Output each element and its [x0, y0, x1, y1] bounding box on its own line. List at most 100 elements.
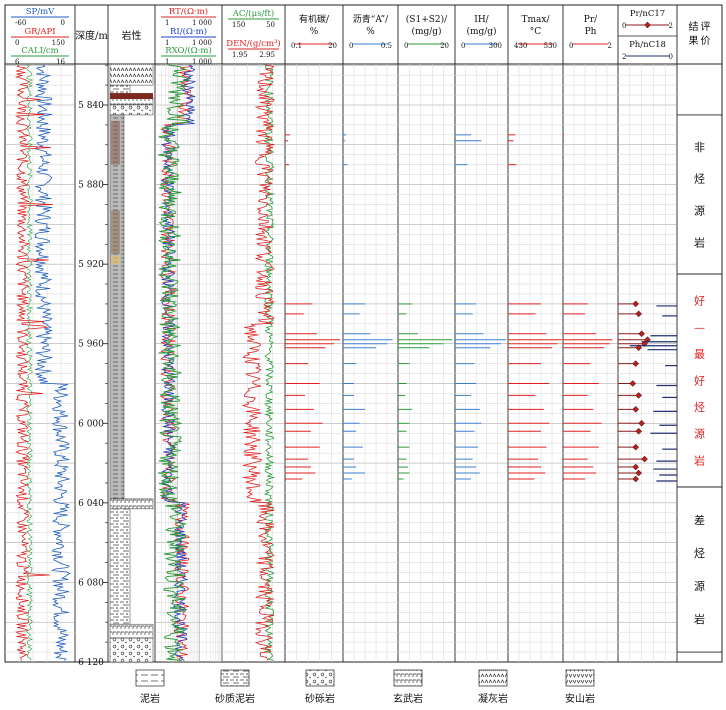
geochem-range-min: 0	[404, 42, 408, 50]
legend-swatch-andesite	[565, 669, 595, 687]
ratio-header-0: Pr/nC17	[630, 9, 665, 19]
eval-header-char: 结	[689, 20, 699, 33]
depth-tick-label: 5 840	[78, 101, 104, 111]
lith-color-band	[111, 210, 120, 255]
curve-range-min: 1	[165, 58, 169, 66]
depth-tick-label: 5 960	[78, 340, 104, 350]
curve-range-min: 6	[15, 58, 20, 66]
lith-interval	[109, 104, 154, 116]
lith-interval	[109, 498, 154, 510]
curve-header-son-0: AC/(μs/ft)	[232, 8, 274, 19]
curve-range-max: 1 000	[192, 39, 212, 47]
curve-range-max: 1 000	[192, 58, 212, 66]
curve-header-t1-2: CALI/cm	[21, 46, 58, 56]
pr-nc17-marker	[632, 406, 640, 413]
cali-curve	[25, 64, 34, 661]
legend-label-basalt: 玄武岩	[393, 692, 423, 705]
lith-interval	[109, 637, 154, 663]
pr-nc17-marker	[632, 475, 640, 483]
geochem-header-ih: IH/	[474, 15, 489, 25]
ratio-header-1: Ph/nC18	[629, 40, 666, 50]
curve-header-res-0: RT/(Ω·m)	[169, 6, 208, 17]
eval-zone-char-0: 源	[694, 203, 705, 217]
eval-zone-char-2: 差	[694, 513, 705, 527]
outer-frame	[4, 4, 723, 663]
pr-nc17-marker	[641, 455, 648, 463]
eval-zone-char-1: —	[694, 321, 705, 334]
curve-range-min: 0	[15, 39, 19, 47]
eval-zone-char-0: 烃	[694, 173, 705, 186]
eval-zone-char-1: 烃	[694, 401, 705, 414]
geochem-range-max: 300	[489, 42, 502, 50]
pr-nc17-marker	[635, 469, 643, 477]
curve-range-min: 1	[165, 19, 169, 27]
geochem-header-unit-bitumen: %	[366, 27, 375, 37]
curve-range-min: 150	[232, 21, 245, 29]
geochem-range-min: 0	[461, 42, 465, 50]
curve-range-min: 1.95	[232, 51, 248, 59]
depth-tick-label: 6 120	[78, 658, 104, 668]
pr-nc17-marker	[632, 443, 640, 451]
eval-zone-char-0: 非	[694, 141, 705, 154]
geochem-header-tmax: Tmax/	[521, 15, 550, 25]
geochem-range-min: 0	[349, 42, 353, 50]
den-curve	[241, 64, 275, 661]
lith-color-band	[110, 93, 153, 100]
legend-swatch-basalt	[393, 669, 423, 687]
pr-nc17-marker	[644, 336, 651, 344]
eval-zone-char-1: 好	[694, 374, 705, 388]
geochem-range-max: 20	[328, 42, 337, 50]
geochem-range-max: 20	[440, 42, 449, 50]
eval-zone-char-1: 最	[694, 348, 705, 361]
geochem-header-unit-prph: Ph	[585, 27, 597, 37]
legend-label-andesite: 安山岩	[565, 692, 595, 705]
curve-range-min: -60	[15, 19, 26, 27]
pr-nc17-marker	[635, 427, 643, 435]
rxo-curve	[157, 64, 190, 661]
depth-header: 深度/m	[75, 29, 108, 42]
curve-range-max: 16	[56, 58, 65, 66]
ratio-header-marker	[644, 21, 651, 29]
geochem-range-max: 2	[608, 42, 612, 50]
lith-interval	[109, 623, 154, 639]
curve-header-son-1: DEN/(g/cm³)	[226, 38, 281, 49]
lith-interval	[109, 114, 125, 500]
curve-header-t1-1: GR/API	[24, 27, 55, 37]
depth-tick-label: 6 080	[78, 578, 104, 588]
eval-zone-char-2: 烃	[694, 547, 705, 560]
grid-layer	[5, 64, 677, 662]
geochem-header-toc: 有机碳/	[299, 13, 330, 25]
pr-nc17-marker	[635, 344, 643, 352]
legend-swatch-conglomerate	[305, 669, 335, 687]
curve-range-max: 150	[52, 39, 65, 47]
pr-nc17-marker	[635, 392, 643, 399]
curve-range-max: 0	[61, 19, 65, 27]
geochem-header-unit-tmax: °C	[530, 27, 542, 37]
geochem-header-unit-ih: (mg/g)	[466, 26, 496, 37]
lithology-header: 岩性	[122, 29, 142, 42]
eval-zone-char-2: 岩	[694, 612, 705, 626]
geochem-range-min: 0.1	[291, 42, 302, 50]
legend-swatch-mudstone	[135, 669, 165, 687]
ratio-range-max: 0	[669, 53, 673, 61]
geochem-header-prph: Pr/	[584, 15, 598, 25]
lith-interval	[109, 508, 131, 625]
geochem-range-max: 530	[544, 42, 557, 50]
eval-zone-char-2: 源	[694, 579, 705, 593]
ratio-range-max: 2	[669, 22, 673, 30]
depth-tick-label: 6 000	[78, 419, 104, 429]
curve-range-min: 1	[165, 39, 169, 47]
eval-header-char: 价	[701, 35, 711, 47]
curve-header-t1-0: SP/mV	[26, 7, 55, 17]
legend-label-conglomerate: 砂砾岩	[305, 692, 335, 705]
pr-nc17-marker	[632, 360, 640, 367]
pr-nc17-marker	[632, 300, 640, 308]
ratio-range-min: 2	[622, 53, 626, 61]
curves-layer	[14, 63, 276, 663]
depth-tick-label: 5 920	[78, 260, 104, 270]
legend-swatch-sandy-mudstone	[220, 669, 250, 687]
depth-tick-label: 5 880	[78, 181, 104, 191]
eval-zone-char-1: 岩	[694, 453, 705, 467]
